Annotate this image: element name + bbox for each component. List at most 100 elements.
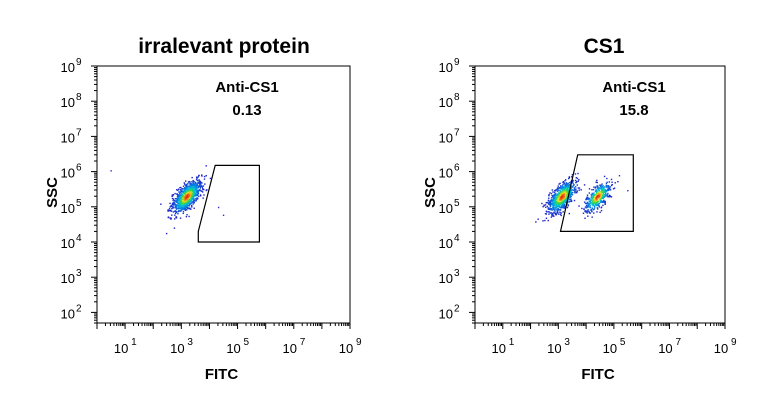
event-dot	[570, 181, 572, 183]
event-dot	[175, 217, 178, 219]
event-dot	[577, 187, 580, 189]
event-dot	[604, 203, 606, 206]
event-dot	[574, 192, 576, 194]
event-dot	[204, 183, 206, 185]
event-dot	[606, 177, 608, 180]
event-dot	[555, 198, 557, 201]
y-tick-label: 10	[61, 166, 75, 181]
event-dot	[168, 208, 171, 210]
event-dot	[554, 204, 556, 207]
event-dot	[187, 196, 190, 198]
event-dot	[588, 192, 591, 194]
x-tick-exponent: 5	[620, 337, 626, 348]
event-dot	[197, 176, 199, 178]
event-dot	[557, 185, 559, 187]
event-dot	[564, 200, 566, 202]
event-dot	[588, 201, 590, 203]
event-dot	[562, 197, 564, 200]
event-dot	[184, 206, 186, 208]
event-dot	[591, 210, 593, 212]
event-dot	[599, 185, 602, 188]
x-tick-exponent: 7	[300, 337, 306, 348]
event-dot	[597, 208, 599, 210]
event-dot	[184, 187, 186, 189]
y-axis-label: SSC	[44, 177, 61, 208]
event-dot	[557, 211, 559, 213]
event-dot	[192, 200, 194, 203]
y-tick-label: 10	[61, 201, 75, 216]
event-dot	[171, 214, 173, 216]
event-dot	[606, 194, 609, 196]
event-dot	[185, 184, 188, 186]
event-dot	[171, 197, 174, 200]
event-dot	[589, 204, 591, 207]
event-dot	[592, 193, 594, 195]
event-dot	[179, 193, 181, 196]
event-dot	[177, 189, 179, 192]
event-dot	[183, 192, 185, 195]
event-dot	[611, 183, 613, 186]
event-dot	[559, 209, 562, 211]
event-dot	[193, 198, 195, 200]
event-dot	[558, 200, 560, 202]
event-dot	[591, 208, 594, 210]
event-dot	[187, 200, 189, 202]
event-dot	[175, 208, 178, 210]
event-dot	[563, 182, 565, 184]
event-dot	[554, 199, 556, 201]
event-dot	[603, 200, 605, 203]
event-dot	[176, 205, 178, 207]
event-dot	[176, 195, 179, 198]
event-dot	[603, 190, 605, 192]
event-dot	[177, 212, 179, 215]
event-dot	[192, 182, 195, 185]
event-dot	[576, 184, 578, 186]
event-dot	[562, 204, 564, 207]
event-dot	[586, 211, 588, 213]
event-dot	[205, 189, 207, 192]
event-dot	[170, 218, 172, 220]
event-dot	[545, 210, 548, 212]
gate-polygon[interactable]	[197, 164, 260, 243]
event-dot	[562, 197, 564, 199]
event-dot	[189, 188, 192, 190]
event-dot	[591, 204, 593, 206]
event-dot	[186, 183, 188, 186]
event-dot	[566, 206, 569, 209]
event-dot	[174, 210, 176, 212]
chart-title: irralevant protein	[138, 35, 310, 58]
event-dot	[203, 188, 205, 191]
event-dot	[195, 194, 198, 196]
event-dot	[186, 195, 188, 197]
event-dot	[603, 175, 606, 178]
x-tick-label: 10	[170, 341, 184, 356]
y-tick-label: 10	[439, 95, 453, 110]
event-dot	[559, 195, 561, 197]
event-dot	[188, 193, 190, 196]
event-dot	[181, 204, 183, 207]
event-dot	[584, 202, 587, 205]
event-dot	[569, 191, 572, 193]
event-dot	[184, 180, 187, 182]
event-dot	[192, 189, 194, 191]
event-dot	[193, 192, 195, 194]
event-dot	[169, 206, 171, 208]
event-dot	[197, 192, 200, 195]
event-dot	[600, 198, 602, 200]
event-dot	[547, 211, 550, 213]
event-dot	[559, 187, 561, 190]
event-dot	[554, 209, 556, 212]
event-dot	[603, 189, 605, 192]
event-dot	[597, 190, 600, 192]
event-dot	[541, 202, 543, 205]
event-dot	[552, 207, 554, 209]
event-dot	[617, 180, 619, 183]
gate-polygon[interactable]	[559, 154, 634, 232]
event-dot	[570, 187, 572, 190]
event-dot	[180, 206, 183, 208]
event-dot	[185, 188, 188, 190]
event-dot	[597, 195, 599, 198]
event-dot	[543, 204, 545, 206]
event-dot	[174, 192, 176, 195]
event-dot	[198, 189, 200, 191]
